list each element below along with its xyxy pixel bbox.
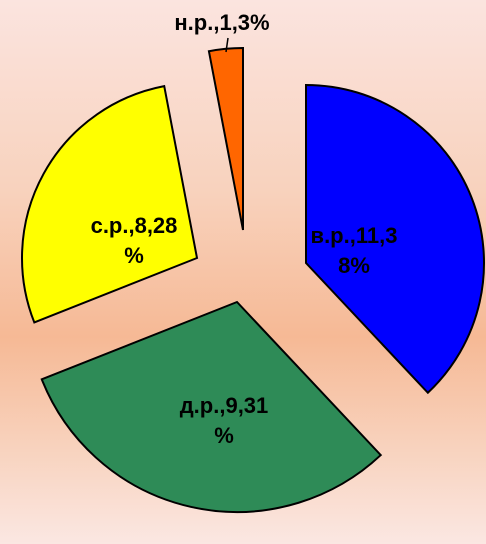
- data-label-line: 8%: [338, 253, 370, 278]
- data-label-nr: н.р.,1,3%: [174, 10, 269, 35]
- data-label-line: н.р.,1,3%: [174, 10, 269, 35]
- data-label-line: %: [124, 243, 144, 268]
- pie-slice-vr: [305, 83, 485, 395]
- data-label-vr: в.р.,11,3 8%: [311, 223, 398, 278]
- pie-slice-dr: [40, 300, 383, 513]
- pie-slice-sr: [21, 84, 199, 324]
- label-leader-line: [225, 37, 229, 53]
- data-label-sr: с.р.,8,28%: [91, 213, 178, 268]
- data-label-dr: д.р.,9,31%: [180, 393, 269, 448]
- data-label-line: с.р.,8,28: [91, 213, 178, 238]
- data-label-line: д.р.,9,31: [180, 393, 269, 418]
- data-label-line: %: [214, 423, 234, 448]
- data-label-line: в.р.,11,3: [311, 223, 398, 248]
- pie-slice-nr: [207, 46, 244, 231]
